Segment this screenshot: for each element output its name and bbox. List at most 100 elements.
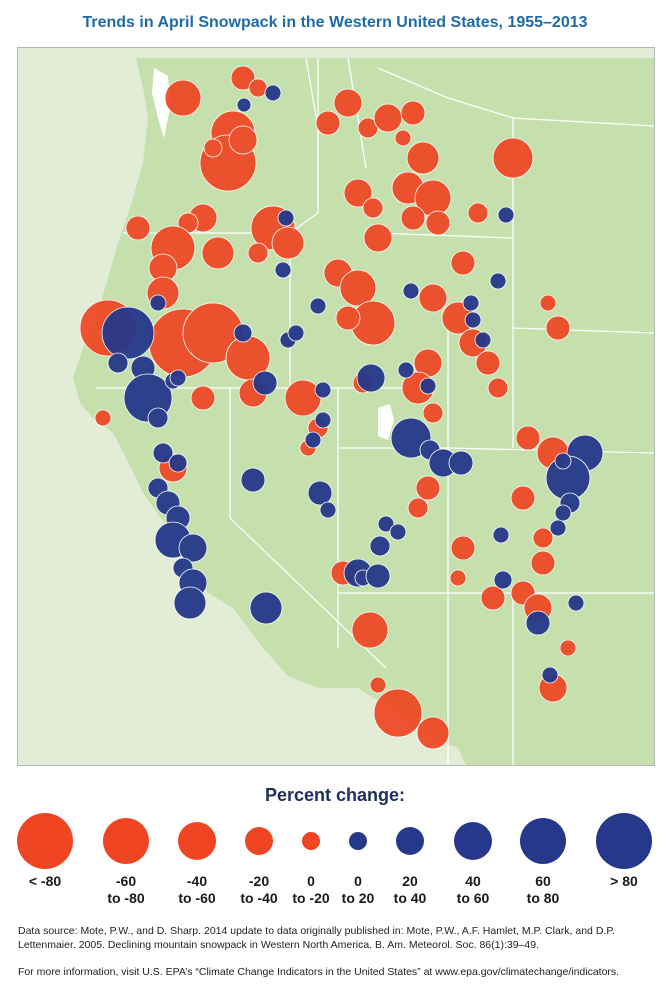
legend-circle bbox=[245, 827, 273, 855]
site-marker bbox=[369, 535, 391, 557]
site-marker bbox=[107, 352, 129, 374]
legend-label: 0 to -20 bbox=[292, 873, 330, 906]
site-marker bbox=[247, 242, 269, 264]
legend-label: -20 to -40 bbox=[240, 873, 278, 906]
site-marker bbox=[335, 305, 361, 331]
data-source-note: Data source: Mote, P.W., and D. Sharp. 2… bbox=[18, 925, 615, 951]
site-marker bbox=[416, 716, 450, 750]
site-marker bbox=[152, 442, 174, 464]
site-marker bbox=[228, 125, 258, 155]
site-marker bbox=[559, 639, 577, 657]
site-marker bbox=[236, 97, 252, 113]
site-marker bbox=[397, 361, 415, 379]
site-marker bbox=[314, 411, 332, 429]
site-marker bbox=[339, 269, 377, 307]
site-marker bbox=[554, 504, 572, 522]
site-marker bbox=[362, 197, 384, 219]
legend-label: -40 to -60 bbox=[178, 873, 216, 906]
more-info-note: For more information, visit U.S. EPA’s “… bbox=[18, 966, 620, 978]
site-marker bbox=[343, 178, 373, 208]
site-marker bbox=[248, 78, 268, 98]
site-marker bbox=[365, 563, 391, 589]
legend-label: -60 to -80 bbox=[107, 873, 145, 906]
site-marker bbox=[203, 138, 223, 158]
site-marker bbox=[356, 363, 386, 393]
site-marker bbox=[240, 467, 266, 493]
site-marker bbox=[304, 431, 322, 449]
site-marker bbox=[402, 282, 420, 300]
site-marker bbox=[493, 570, 513, 590]
western-us-land bbox=[73, 58, 654, 765]
map-svg bbox=[73, 57, 654, 765]
site-marker bbox=[492, 526, 510, 544]
site-marker bbox=[271, 226, 305, 260]
site-marker bbox=[164, 79, 202, 117]
site-marker bbox=[450, 535, 476, 561]
legend: < -80 -60 to -80 -40 to -60 -20 to -40 0 to … bbox=[0, 805, 670, 906]
site-marker bbox=[101, 306, 155, 360]
site-marker bbox=[487, 377, 509, 399]
site-marker bbox=[418, 283, 448, 313]
site-marker bbox=[554, 452, 572, 470]
site-marker bbox=[525, 610, 551, 636]
site-marker bbox=[541, 666, 559, 684]
site-marker bbox=[549, 519, 567, 537]
site-marker bbox=[287, 324, 305, 342]
site-marker bbox=[448, 450, 474, 476]
site-marker bbox=[489, 272, 507, 290]
site-marker bbox=[307, 480, 333, 506]
site-marker bbox=[173, 586, 207, 620]
site-marker bbox=[532, 527, 554, 549]
site-marker bbox=[277, 209, 295, 227]
legend-label: 20 to 40 bbox=[393, 873, 427, 906]
decline-sites bbox=[79, 65, 577, 750]
site-marker bbox=[464, 311, 482, 329]
legend-circle bbox=[178, 822, 216, 860]
site-marker bbox=[515, 425, 541, 451]
legend-circle bbox=[103, 818, 149, 864]
site-marker bbox=[373, 103, 403, 133]
map-title: Trends in April Snowpack in the Western … bbox=[82, 14, 588, 31]
site-marker bbox=[406, 141, 440, 175]
site-marker bbox=[400, 205, 426, 231]
site-marker bbox=[190, 385, 216, 411]
snowpack-map bbox=[17, 47, 655, 766]
puget-sound bbox=[152, 68, 170, 138]
site-marker bbox=[545, 315, 571, 341]
site-marker bbox=[315, 110, 341, 136]
site-marker bbox=[475, 350, 501, 376]
site-marker bbox=[230, 65, 256, 91]
site-marker bbox=[169, 369, 187, 387]
site-marker bbox=[377, 515, 395, 533]
site-marker bbox=[449, 569, 467, 587]
legend-circle bbox=[454, 822, 492, 860]
site-marker bbox=[147, 407, 169, 429]
site-marker bbox=[168, 453, 188, 473]
legend-title: Percent change: bbox=[264, 785, 406, 805]
legend-label: 0 to 20 bbox=[341, 873, 375, 906]
site-marker bbox=[415, 475, 441, 501]
site-marker bbox=[274, 261, 292, 279]
site-marker bbox=[149, 294, 167, 312]
legend-circle bbox=[520, 818, 566, 864]
site-marker bbox=[178, 533, 208, 563]
site-marker bbox=[480, 585, 506, 611]
legend-circle bbox=[17, 813, 73, 869]
legend-circle bbox=[596, 813, 652, 869]
site-marker bbox=[373, 688, 423, 738]
site-marker bbox=[510, 485, 536, 511]
site-marker bbox=[567, 594, 585, 612]
site-marker bbox=[264, 84, 282, 102]
site-marker bbox=[314, 381, 332, 399]
site-marker bbox=[125, 215, 151, 241]
site-marker bbox=[450, 250, 476, 276]
site-marker bbox=[252, 370, 278, 396]
legend-circle bbox=[349, 832, 367, 850]
site-marker bbox=[309, 297, 327, 315]
site-marker bbox=[462, 294, 480, 312]
legend-circle bbox=[302, 832, 320, 850]
site-marker bbox=[389, 523, 407, 541]
site-marker bbox=[422, 402, 444, 424]
legend-label: > 80 bbox=[610, 873, 638, 889]
site-marker bbox=[400, 100, 426, 126]
